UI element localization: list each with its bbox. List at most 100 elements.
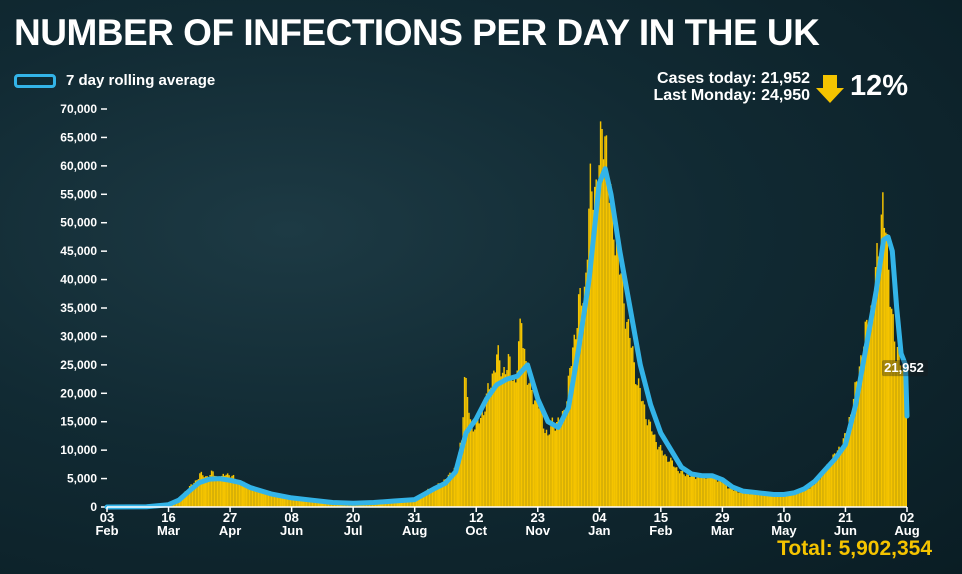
daily-bar bbox=[516, 370, 518, 507]
daily-bar bbox=[228, 475, 230, 507]
y-tick-label: 0 bbox=[90, 500, 97, 514]
x-tick-day: 04 bbox=[592, 510, 607, 525]
daily-bar bbox=[785, 494, 788, 507]
daily-bar bbox=[618, 274, 621, 507]
daily-bar bbox=[226, 473, 229, 507]
daily-bar bbox=[548, 434, 551, 507]
daily-bar bbox=[196, 480, 198, 507]
daily-bar bbox=[645, 419, 647, 507]
daily-bar bbox=[675, 467, 678, 507]
daily-bar bbox=[839, 449, 842, 507]
daily-bar bbox=[197, 479, 200, 507]
daily-bar bbox=[520, 323, 523, 507]
daily-bar bbox=[430, 490, 432, 507]
daily-bar bbox=[697, 476, 700, 507]
daily-bar bbox=[180, 496, 182, 507]
daily-bar bbox=[301, 498, 303, 507]
daily-bar bbox=[237, 480, 239, 507]
daily-bar bbox=[744, 492, 747, 507]
daily-bar bbox=[263, 490, 265, 507]
daily-bar bbox=[400, 499, 403, 507]
daily-bar bbox=[487, 383, 489, 507]
daily-bar bbox=[434, 487, 437, 507]
daily-bar bbox=[789, 493, 792, 507]
x-tick-day: 12 bbox=[469, 510, 483, 525]
daily-bar bbox=[753, 493, 755, 507]
daily-bar bbox=[406, 498, 409, 507]
daily-bar bbox=[825, 468, 827, 507]
x-tick-month: Jul bbox=[344, 523, 363, 538]
daily-bar bbox=[515, 382, 517, 507]
daily-bar bbox=[621, 272, 624, 507]
daily-bar bbox=[895, 361, 897, 507]
daily-bar bbox=[468, 412, 470, 507]
daily-bar bbox=[896, 346, 899, 507]
daily-bar bbox=[608, 202, 611, 507]
daily-bar bbox=[482, 415, 485, 507]
daily-bar bbox=[680, 471, 682, 507]
daily-bar bbox=[794, 492, 796, 507]
daily-bar bbox=[689, 476, 691, 507]
daily-bar bbox=[809, 488, 811, 507]
daily-bar bbox=[215, 476, 217, 507]
daily-bar bbox=[507, 354, 510, 507]
daily-bar bbox=[623, 303, 625, 507]
daily-bar bbox=[477, 419, 479, 507]
daily-bar bbox=[823, 469, 826, 507]
daily-bar bbox=[711, 476, 713, 507]
daily-bar bbox=[575, 339, 577, 507]
daily-bar bbox=[576, 328, 578, 507]
daily-bar bbox=[300, 499, 302, 507]
daily-bar bbox=[555, 422, 558, 507]
daily-bar bbox=[861, 357, 864, 507]
daily-bar bbox=[667, 461, 669, 507]
daily-bar bbox=[241, 483, 244, 507]
daily-bar bbox=[389, 500, 391, 507]
daily-bar bbox=[844, 433, 846, 507]
daily-bar bbox=[436, 486, 438, 507]
daily-bar bbox=[798, 492, 801, 507]
daily-bar bbox=[510, 377, 513, 507]
daily-bar bbox=[327, 502, 330, 507]
daily-bar bbox=[709, 475, 712, 507]
daily-bar bbox=[712, 474, 714, 507]
y-tick-label: 35,000 bbox=[60, 301, 97, 315]
daily-bar bbox=[801, 490, 804, 507]
daily-bar bbox=[904, 370, 906, 507]
x-tick-month: Aug bbox=[894, 523, 919, 538]
daily-bar bbox=[500, 376, 502, 507]
daily-bar bbox=[566, 401, 568, 507]
x-tick-day: 02 bbox=[900, 510, 914, 525]
daily-bar bbox=[725, 485, 728, 507]
daily-bar bbox=[690, 475, 693, 507]
daily-bar bbox=[885, 232, 887, 508]
daily-bar bbox=[326, 502, 328, 507]
daily-bar bbox=[781, 495, 783, 507]
rolling-average-line bbox=[104, 166, 910, 510]
arrow-down-icon bbox=[816, 75, 844, 103]
daily-bar bbox=[529, 377, 532, 507]
daily-bar bbox=[447, 474, 450, 507]
daily-bar bbox=[864, 321, 867, 507]
y-tick-label: 5,000 bbox=[67, 472, 97, 486]
daily-bar bbox=[832, 454, 834, 507]
daily-bar bbox=[403, 499, 406, 507]
daily-bar bbox=[721, 482, 723, 507]
daily-bar bbox=[662, 455, 665, 507]
daily-bar bbox=[264, 490, 267, 507]
daily-bar bbox=[538, 408, 540, 507]
legend: 7 day rolling average bbox=[14, 72, 215, 89]
daily-bar bbox=[254, 487, 257, 507]
daily-bar bbox=[817, 478, 820, 507]
x-tick-day: 21 bbox=[838, 510, 852, 525]
daily-bar bbox=[814, 481, 817, 507]
daily-bar bbox=[428, 489, 431, 507]
daily-bar bbox=[610, 184, 612, 507]
daily-bar bbox=[273, 493, 276, 507]
stats-box: Cases today: 21,952 Last Monday: 24,950 bbox=[654, 70, 811, 104]
daily-bar bbox=[694, 478, 697, 507]
daily-bar bbox=[634, 384, 637, 507]
daily-bar bbox=[664, 454, 666, 507]
daily-bar bbox=[275, 493, 277, 507]
